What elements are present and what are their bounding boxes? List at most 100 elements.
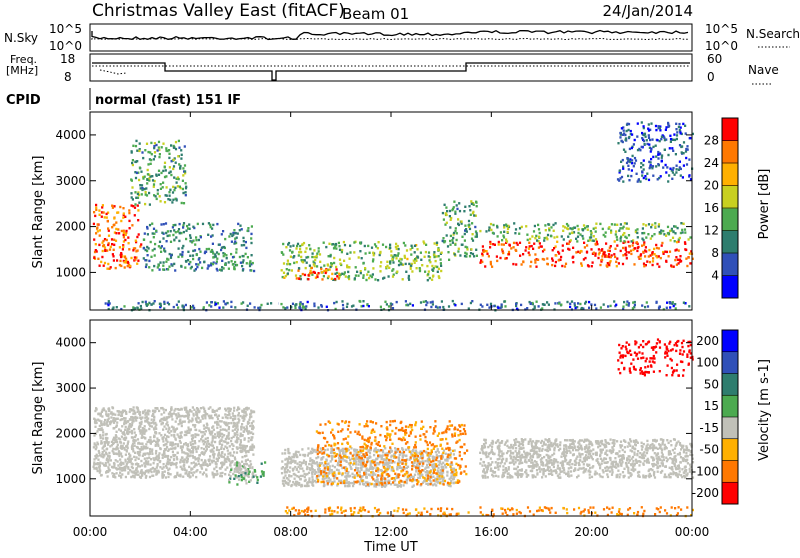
power-echo-cell [153, 265, 155, 267]
power-echo-cell [651, 235, 653, 237]
velocity-echo-cell [175, 463, 177, 465]
power-echo-cell [539, 232, 541, 234]
power-echo-cell [630, 253, 632, 255]
velocity-echo-cell [358, 481, 360, 483]
power-echo-cell [628, 179, 630, 181]
velocity-echo-cell [213, 454, 215, 456]
power-echo-cell [328, 243, 330, 245]
power-echo-cell [107, 244, 109, 246]
power-echo-cell [426, 301, 428, 303]
velocity-echo-cell [137, 411, 139, 413]
velocity-echo-cell [237, 414, 239, 416]
power-echo-cell [364, 245, 366, 247]
power-echo-cell [267, 303, 269, 305]
power-echo-cell [498, 241, 500, 243]
velocity-echo-cell [162, 422, 164, 424]
velocity-echo-cell [216, 449, 218, 451]
power-echo-cell [147, 254, 149, 256]
velocity-echo-cell [124, 434, 126, 436]
velocity-echo-cell [414, 479, 416, 481]
power-echo-cell [232, 263, 234, 265]
power-echo-cell [344, 244, 346, 246]
velocity-echo-cell [444, 480, 446, 482]
power-echo-cell [218, 253, 220, 255]
power-echo-cell [582, 229, 584, 231]
velocity-echo-cell [138, 442, 140, 444]
power-echo-cell [329, 255, 331, 257]
velocity-echo-cell [139, 465, 141, 467]
power-echo-cell [134, 191, 136, 193]
velocity-echo-cell [155, 444, 157, 446]
velocity-echo-cell [134, 431, 136, 433]
velocity-echo-cell [241, 417, 243, 419]
power-echo-cell [195, 263, 197, 265]
power-echo-cell [251, 225, 253, 227]
velocity-echo-cell [341, 443, 343, 445]
power-echo-cell [146, 227, 148, 229]
power-echo-cell [182, 192, 184, 194]
power-echo-cell [674, 249, 676, 251]
power-echo-cell [325, 246, 327, 248]
velocity-echo-cell [415, 441, 417, 443]
velocity-echo-cell [143, 433, 145, 435]
velocity-echo-cell [153, 436, 155, 438]
power-echo-cell [377, 279, 379, 281]
power-echo-cell [577, 236, 579, 238]
velocity-echo-cell [165, 465, 167, 467]
velocity-echo-cell [368, 469, 370, 471]
power-echo-cell [177, 230, 179, 232]
power-echo-cell [670, 264, 672, 266]
velocity-echo-cell [215, 436, 217, 438]
velocity-echo-cell [128, 428, 130, 430]
velocity-echo-cell [396, 468, 398, 470]
velocity-echo-cell [281, 452, 283, 454]
power-echo-cell [434, 242, 436, 244]
power-echo-cell [298, 254, 300, 256]
power-echo-cell [388, 275, 390, 277]
velocity-echo-cell [419, 477, 421, 479]
velocity-echo-cell [95, 407, 97, 409]
power-echo-cell [224, 253, 226, 255]
power-echo-cell [458, 202, 460, 204]
power-echo-cell [644, 306, 646, 308]
power-echo-cell [464, 239, 466, 241]
velocity-echo-cell [132, 467, 134, 469]
power-echo-cell [288, 269, 290, 271]
power-echo-cell [131, 186, 133, 188]
power-echo-cell [235, 232, 237, 234]
velocity-echo-cell [361, 475, 363, 477]
freq-label-line2: [MHz] [6, 64, 38, 77]
velocity-echo-cell [123, 469, 125, 471]
power-echo-cell [292, 245, 294, 247]
velocity-echo-cell [222, 417, 224, 419]
velocity-echo-cell [172, 428, 174, 430]
power-echo-cell [152, 249, 154, 251]
power-echo-cell [424, 256, 426, 258]
power-echo-cell [167, 198, 169, 200]
power-echo-cell [368, 305, 370, 307]
velocity-echo-cell [446, 458, 448, 460]
velocity-echo-cell [210, 417, 212, 419]
power-echo-cell [360, 272, 362, 274]
power-echo-cell [153, 145, 155, 147]
power-echo-cell [669, 251, 671, 253]
velocity-echo-cell [219, 426, 221, 428]
power-echo-cell [626, 157, 628, 159]
velocity-echo-cell [370, 432, 372, 434]
power-echo-cell [645, 224, 647, 226]
velocity-echo-cell [219, 420, 221, 422]
power-echo-cell [628, 228, 630, 230]
power-echo-cell [158, 141, 160, 143]
velocity-echo-cell [287, 448, 289, 450]
power-echo-cell [640, 166, 642, 168]
velocity-echo-cell [240, 415, 242, 417]
velocity-echo-cell [147, 413, 149, 415]
power-echo-cell [689, 137, 691, 139]
velocity-echo-cell [396, 477, 398, 479]
power-echo-cell [669, 135, 671, 137]
power-echo-cell [640, 257, 642, 259]
velocity-echo-cell [144, 447, 146, 449]
power-echo-cell [626, 227, 628, 229]
velocity-echo-cell [425, 483, 427, 485]
power-echo-cell [128, 220, 130, 222]
